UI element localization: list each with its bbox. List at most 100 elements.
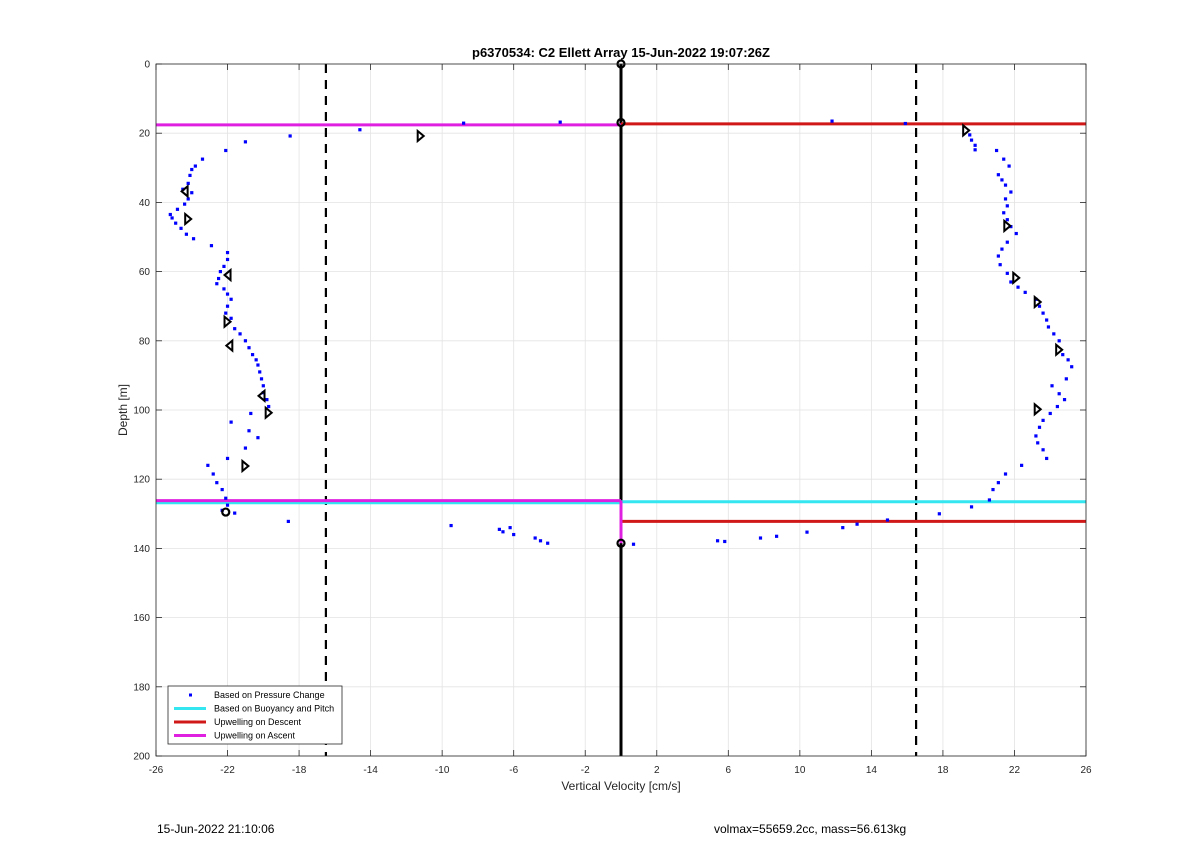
pressure-point: [256, 363, 260, 367]
pressure-point: [215, 481, 219, 485]
pressure-point: [512, 532, 516, 537]
dot-marker: [616, 117, 626, 128]
pressure-point: [497, 527, 501, 531]
pressure-point: [188, 173, 192, 178]
x-tick-label: -6: [509, 765, 518, 776]
legend-swatch-point: [189, 693, 192, 697]
pressure-point: [715, 539, 720, 543]
pressure-point: [200, 157, 205, 161]
pressure-point: [233, 511, 237, 515]
pressure-point: [449, 523, 453, 528]
pressure-point: [1016, 285, 1020, 289]
pressure-point: [968, 133, 972, 137]
legend-entry-label: Based on Buoyancy and Pitch: [214, 704, 334, 714]
pressure-point: [1020, 463, 1024, 467]
pressure-point: [259, 377, 264, 381]
pressure-point: [243, 446, 248, 450]
pressure-point: [1041, 311, 1045, 315]
pressure-point: [265, 398, 269, 402]
dot-marker: [616, 538, 626, 548]
pressure-point: [1046, 325, 1051, 329]
pressure-point: [1055, 404, 1059, 409]
pressure-point: [288, 134, 292, 138]
triangle-right-marker: [1003, 218, 1012, 234]
x-tick-label: -22: [220, 765, 235, 776]
legend-entry-label: Upwelling on Ascent: [214, 731, 296, 741]
triangle-right-marker: [1055, 342, 1064, 357]
pressure-point: [256, 436, 260, 440]
y-axis-label: Depth [m]: [116, 384, 130, 436]
pressure-point: [1002, 157, 1006, 161]
pressure-point: [508, 526, 512, 530]
pressure-point: [1009, 280, 1013, 284]
y-tick-label: 180: [133, 682, 150, 693]
pressure-point: [774, 534, 779, 538]
pressure-point: [1007, 164, 1011, 168]
pressure-point: [209, 244, 214, 248]
pressure-point: [998, 263, 1002, 267]
x-tick-label: 14: [866, 765, 878, 776]
y-tick-label: 60: [139, 267, 151, 278]
pressure-point: [358, 128, 362, 132]
pressure-point: [183, 202, 187, 206]
pressure-point: [1003, 183, 1008, 187]
triangle-left-marker: [222, 267, 232, 283]
pressure-point: [994, 148, 999, 153]
pressure-point: [229, 420, 233, 424]
x-tick-label: 6: [726, 765, 732, 776]
pressure-point: [903, 121, 907, 126]
x-tick-label: 22: [1009, 765, 1021, 776]
pressure-point: [1050, 384, 1054, 388]
pressure-point: [1000, 178, 1004, 182]
y-tick-label: 120: [133, 475, 150, 486]
triangle-right-marker: [1033, 294, 1043, 310]
dot-marker: [221, 507, 231, 517]
pressure-point: [1034, 434, 1038, 438]
pressure-point: [225, 250, 230, 255]
pressure-point: [1003, 197, 1008, 201]
pressure-point: [987, 498, 992, 502]
pressure-point: [631, 542, 636, 546]
x-tick-label: 10: [794, 765, 806, 776]
pressure-point: [222, 264, 226, 269]
pressure-point: [1002, 211, 1006, 215]
pressure-point: [533, 536, 537, 540]
pressure-point: [238, 332, 242, 336]
pressure-point: [216, 276, 221, 281]
pressure-point: [1005, 204, 1009, 208]
pressure-point: [805, 530, 809, 534]
pressure-point: [538, 539, 543, 543]
pressure-point: [225, 304, 230, 308]
pressure-point: [1005, 218, 1009, 222]
x-tick-label: -14: [363, 765, 378, 776]
y-tick-label: 140: [133, 544, 150, 555]
pressure-point: [1023, 290, 1027, 294]
triangle-right-marker: [1033, 402, 1043, 417]
pressure-point: [830, 119, 834, 123]
pressure-point: [174, 221, 178, 225]
pressure-point: [224, 496, 228, 500]
pressure-point: [996, 173, 1000, 177]
legend: Based on Pressure Change Based on Buoyanc…: [167, 685, 343, 745]
pressure-point: [723, 539, 727, 544]
pressure-point: [218, 270, 222, 274]
triangle-left-marker: [224, 338, 234, 353]
pressure-point: [286, 519, 290, 524]
pressure-point: [247, 429, 251, 433]
pressure-point: [1057, 339, 1061, 343]
pressure-point: [211, 472, 215, 476]
triangle-right-marker: [264, 405, 274, 420]
y-tick-label: 20: [139, 129, 151, 140]
pressure-point: [225, 503, 230, 507]
triangle-left-marker: [256, 388, 266, 403]
pressure-point: [258, 370, 262, 374]
pressure-point: [462, 121, 466, 125]
pressure-point: [190, 191, 194, 195]
series-lines: [156, 122, 1086, 544]
pressure-point: [247, 346, 251, 350]
pressure-point: [222, 287, 226, 291]
y-tick-label: 100: [133, 406, 150, 417]
chart-title: p6370534: C2 Ellett Array 15-Jun-2022 19…: [472, 45, 770, 60]
pressure-point: [250, 353, 255, 357]
triangle-left-marker: [180, 184, 189, 199]
